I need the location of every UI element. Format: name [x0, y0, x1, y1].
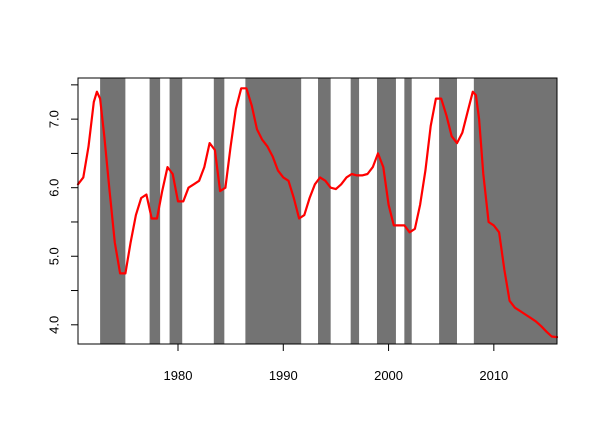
shaded-period-1	[149, 78, 161, 344]
shaded-period-9	[439, 78, 457, 344]
series-line-layer	[76, 87, 559, 339]
y-tick-label-5: 5.0	[47, 247, 62, 265]
x-tick-label-2000: 2000	[374, 368, 403, 383]
series-line-0	[76, 87, 559, 339]
shaded-period-8	[404, 78, 412, 344]
shaded-period-0	[100, 78, 126, 344]
shaded-period-5	[318, 78, 331, 344]
plot-frame	[77, 77, 558, 345]
x-tick-label-2010: 2010	[479, 368, 508, 383]
y-tick-label-7: 7.0	[47, 110, 62, 128]
x-tick-label-1980: 1980	[164, 368, 193, 383]
y-axis: 4.0 5.0 6.0 7.0	[47, 84, 78, 334]
shaded-period-6	[350, 78, 360, 344]
y-tick-label-6: 6.0	[47, 179, 62, 197]
x-tick-label-1990: 1990	[269, 368, 298, 383]
shaded-period-7	[376, 78, 396, 344]
y-tick-label-4: 4.0	[47, 316, 62, 334]
shaded-period-2	[169, 78, 183, 344]
shaded-period-3	[213, 78, 225, 344]
x-axis: 1980 1990 2000 2010	[164, 344, 508, 383]
